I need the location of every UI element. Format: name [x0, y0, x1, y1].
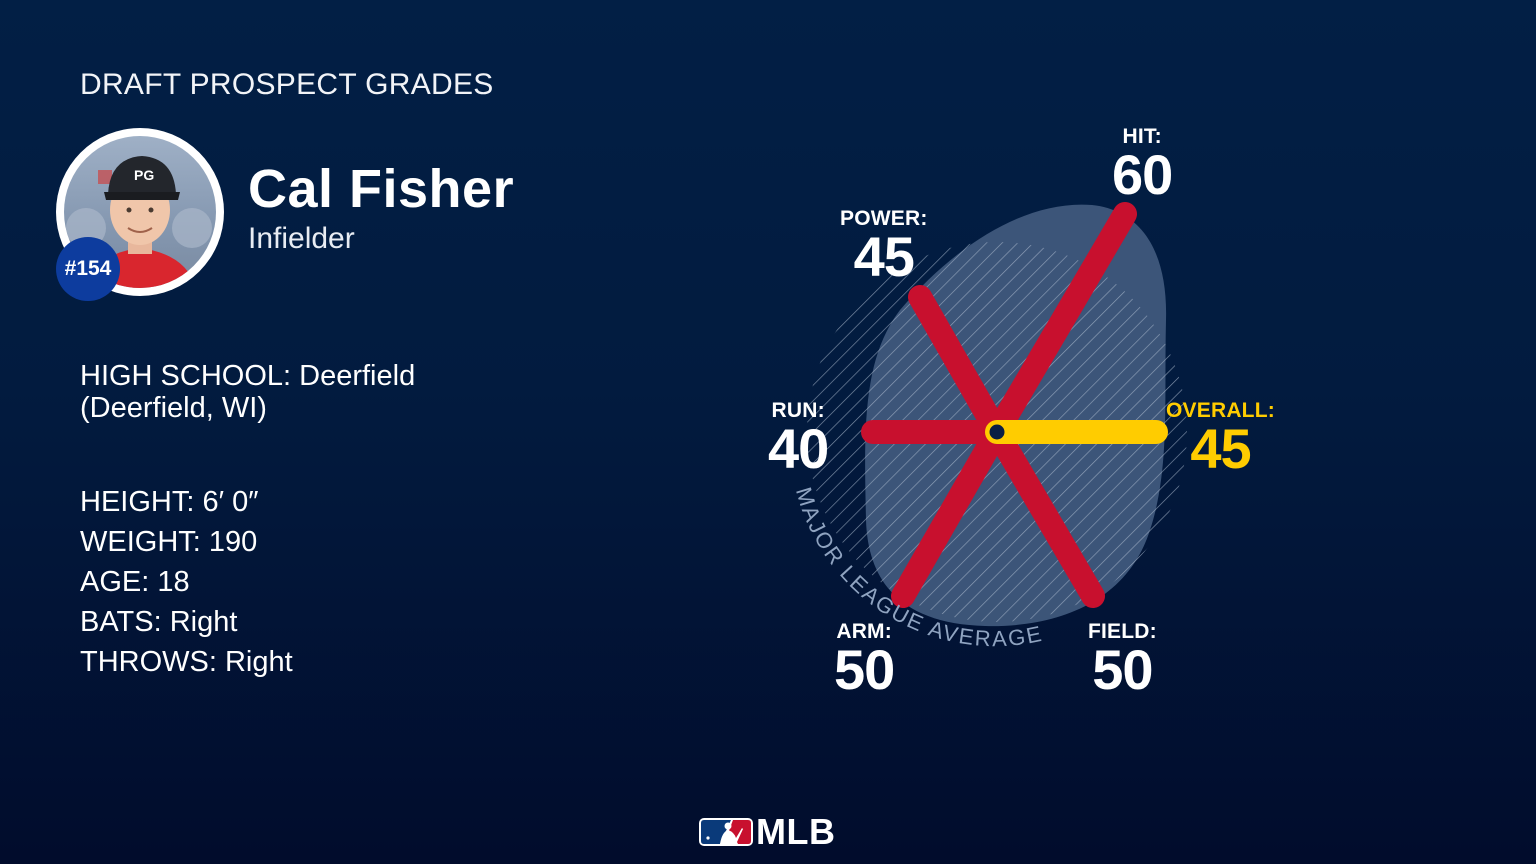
mlb-wordmark: MLB	[756, 811, 836, 852]
bio-weight: WEIGHT: 190	[80, 526, 258, 558]
arm-label: ARM: 50	[834, 620, 895, 701]
mlb-logo: MLB	[698, 814, 835, 850]
bio-throws: THROWS: Right	[80, 646, 293, 678]
bio-list: HEIGHT: 6′ 0″ WEIGHT: 190 AGE: 18 BATS: …	[80, 482, 293, 682]
player-name: Cal Fisher	[248, 159, 515, 219]
run-label: RUN: 40	[768, 399, 829, 480]
arm-bar	[891, 420, 1009, 608]
avatar: PG	[56, 128, 224, 296]
hit-bar	[985, 202, 1137, 444]
field-bar	[985, 420, 1105, 608]
page-title: DRAFT PROSPECT GRADES	[80, 68, 494, 101]
overall-label: OVERALL: 45	[1166, 399, 1275, 480]
player-position: Infielder	[248, 222, 355, 255]
center-dot-icon	[986, 421, 1008, 443]
power-bar	[908, 285, 1009, 444]
svg-text:PG: PG	[134, 167, 154, 183]
mlb-batter-logo-icon	[699, 818, 753, 846]
power-label: POWER: 45	[840, 207, 928, 288]
player-headshot-icon: PG	[64, 136, 216, 288]
major-league-average-circle	[807, 242, 1187, 622]
hit-label: HIT: 60	[1112, 125, 1173, 206]
major-league-average-label: MAJOR LEAGUE AVERAGE	[791, 484, 1045, 651]
rank-badge: #154	[56, 237, 120, 301]
bio-height: HEIGHT: 6′ 0″	[80, 486, 259, 518]
bio-age: AGE: 18	[80, 566, 190, 598]
bio-bats: BATS: Right	[80, 606, 238, 638]
high-school-info: HIGH SCHOOL: Deerfield (Deerfield, WI)	[80, 360, 416, 424]
field-label: FIELD: 50	[1088, 620, 1157, 701]
